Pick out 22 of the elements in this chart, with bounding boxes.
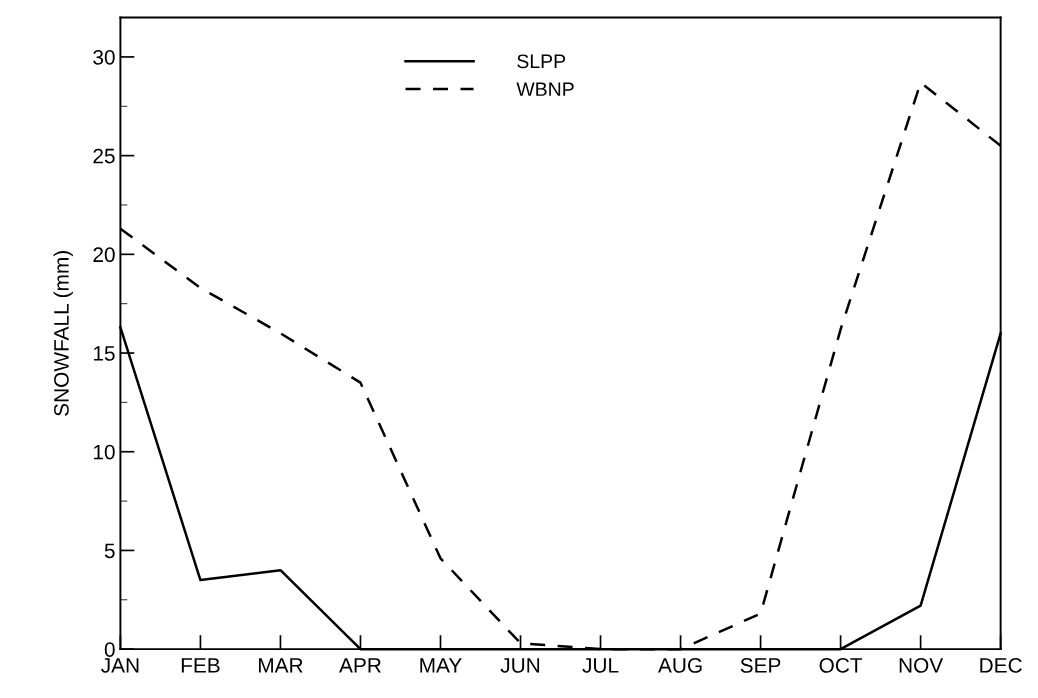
x-tick-label: JUL: [582, 658, 619, 673]
legend-label: SLPP: [517, 54, 566, 69]
x-tick-label: JUN: [500, 658, 540, 673]
x-tick-label: NOV: [899, 658, 944, 673]
y-tick-label: 20: [93, 247, 115, 263]
y-tick-label: 15: [93, 346, 115, 361]
legend-label: WBNP: [516, 82, 574, 96]
y-axis-title: SNOWFALL (mm): [53, 251, 73, 416]
x-tick-label: OCT: [819, 658, 863, 673]
y-tick-label: 5: [104, 543, 115, 559]
x-tick-label: APR: [339, 658, 381, 673]
x-tick-label: JAN: [101, 658, 139, 673]
x-tick-label: FEB: [181, 658, 220, 673]
y-tick-label: 0: [104, 642, 115, 657]
x-tick-label: DEC: [980, 658, 1022, 673]
x-tick-label: MAR: [259, 658, 303, 673]
y-tick-label: 30: [93, 49, 115, 65]
y-tick-label: 25: [93, 148, 115, 164]
y-tick-label: 10: [93, 444, 115, 460]
x-tick-label: AUG: [658, 658, 702, 673]
x-tick-label: MAY: [420, 658, 462, 673]
x-tick-label: SEP: [740, 658, 781, 673]
